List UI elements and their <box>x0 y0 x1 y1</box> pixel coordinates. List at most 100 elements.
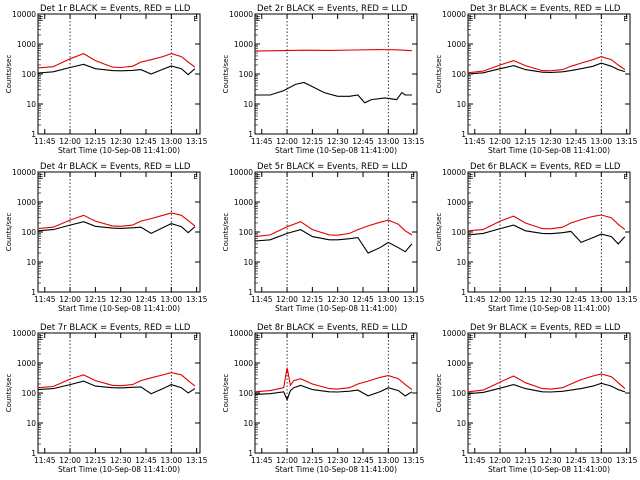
x-tick-label: 12:00 <box>59 295 81 304</box>
y-tick-label: 10000 <box>442 10 466 19</box>
y-tick-label: 100 <box>239 389 254 398</box>
x-tick-label: 13:15 <box>616 456 638 465</box>
top-marker: E <box>623 334 627 342</box>
x-axis-label: Start Time (10-Sep-08 11:41:00) <box>275 146 397 155</box>
x-tick-label: 12:30 <box>110 137 132 146</box>
y-tick-label: 1 <box>248 288 253 297</box>
top-marker: E <box>410 334 414 342</box>
y-tick-label: 10000 <box>229 10 253 19</box>
events-series-line <box>37 63 196 76</box>
x-axis-label: Start Time (10-Sep-08 11:41:00) <box>275 304 397 313</box>
y-tick-label: 100 <box>239 228 254 237</box>
x-tick-label: 11:45 <box>464 456 486 465</box>
x-tick-label: 13:00 <box>378 456 400 465</box>
y-tick-label: 100 <box>452 228 467 237</box>
x-tick-label: 11:45 <box>251 456 273 465</box>
x-tick-label: 13:00 <box>591 137 613 146</box>
y-tick-label: 100 <box>452 70 467 79</box>
y-tick-label: 100 <box>22 389 37 398</box>
events-series-line <box>254 229 413 254</box>
y-tick-label: 1 <box>31 288 36 297</box>
y-tick-label: 10000 <box>12 329 36 338</box>
y-tick-label: 10 <box>456 258 466 267</box>
x-tick-label: 12:45 <box>352 456 374 465</box>
y-tick-label: 10000 <box>12 10 36 19</box>
events-series-line <box>254 384 413 402</box>
plot-frame <box>37 13 201 135</box>
events-series-line <box>37 221 196 235</box>
events-series-line <box>467 224 626 245</box>
chart-title: Det 9r BLACK = Events, RED = LLD <box>470 323 621 333</box>
x-tick-label: 13:15 <box>186 295 208 304</box>
chart-title: Det 2r BLACK = Events, RED = LLD <box>257 4 408 14</box>
chart-title: Det 6r BLACK = Events, RED = LLD <box>470 162 621 172</box>
y-tick-label: 10 <box>243 258 253 267</box>
top-marker: E <box>39 173 43 181</box>
top-marker: E <box>193 334 197 342</box>
y-tick-label: 1000 <box>234 359 253 368</box>
y-tick-label: 100 <box>452 389 467 398</box>
x-tick-label: 13:00 <box>378 137 400 146</box>
x-tick-label: 12:00 <box>489 137 511 146</box>
events-series-line <box>467 62 626 75</box>
top-marker: E <box>256 334 260 342</box>
x-tick-label: 12:00 <box>59 456 81 465</box>
top-marker: E <box>193 15 197 23</box>
y-tick-label: 1 <box>248 130 253 139</box>
y-axis-label: Counts/sec <box>5 213 13 252</box>
y-tick-label: 1000 <box>447 40 466 49</box>
y-tick-label: 1000 <box>17 198 36 207</box>
x-tick-label: 12:45 <box>565 456 587 465</box>
y-tick-label: 1 <box>461 288 466 297</box>
chart-title: Det 8r BLACK = Events, RED = LLD <box>257 323 408 333</box>
lld-series-line <box>254 367 413 393</box>
y-tick-label: 10 <box>243 419 253 428</box>
x-tick-label: 13:00 <box>161 137 183 146</box>
x-tick-label: 12:30 <box>540 137 562 146</box>
x-axis-label: Start Time (10-Sep-08 11:41:00) <box>58 304 180 313</box>
chart-title: Det 3r BLACK = Events, RED = LLD <box>470 4 621 14</box>
x-tick-label: 12:30 <box>540 295 562 304</box>
y-tick-label: 1000 <box>17 359 36 368</box>
y-axis-label: Counts/sec <box>222 213 230 252</box>
chart-title: Det 7r BLACK = Events, RED = LLD <box>40 323 191 333</box>
top-marker: E <box>469 334 473 342</box>
plot-frame <box>254 13 418 135</box>
x-tick-label: 12:45 <box>135 456 157 465</box>
y-tick-label: 10000 <box>442 168 466 177</box>
x-tick-label: 12:15 <box>515 137 537 146</box>
x-tick-label: 11:45 <box>251 137 273 146</box>
x-tick-label: 13:15 <box>616 295 638 304</box>
y-axis-label: Counts/sec <box>5 374 13 413</box>
y-tick-label: 100 <box>22 228 37 237</box>
x-tick-label: 13:15 <box>403 137 425 146</box>
x-tick-label: 13:15 <box>403 295 425 304</box>
y-axis-label: Counts/sec <box>5 55 13 94</box>
top-marker: E <box>39 334 43 342</box>
lld-series-line <box>37 212 196 230</box>
lld-series-line <box>467 214 626 232</box>
events-series-line <box>255 81 412 104</box>
top-marker: E <box>469 173 473 181</box>
top-marker: E <box>623 173 627 181</box>
y-tick-label: 10 <box>456 419 466 428</box>
x-tick-label: 12:30 <box>327 137 349 146</box>
top-marker: E <box>410 173 414 181</box>
y-tick-label: 100 <box>22 70 37 79</box>
plot-frame <box>467 171 631 293</box>
lld-series-line <box>37 52 196 69</box>
chart-title: Det 4r BLACK = Events, RED = LLD <box>40 162 191 172</box>
x-tick-label: 13:00 <box>591 456 613 465</box>
x-tick-label: 12:15 <box>302 456 324 465</box>
x-tick-label: 12:00 <box>489 295 511 304</box>
y-tick-label: 10 <box>26 419 36 428</box>
x-tick-label: 12:15 <box>515 295 537 304</box>
plot-frame <box>254 171 418 293</box>
x-tick-label: 11:45 <box>34 295 56 304</box>
plot-frame <box>37 332 201 454</box>
top-marker: E <box>193 173 197 181</box>
